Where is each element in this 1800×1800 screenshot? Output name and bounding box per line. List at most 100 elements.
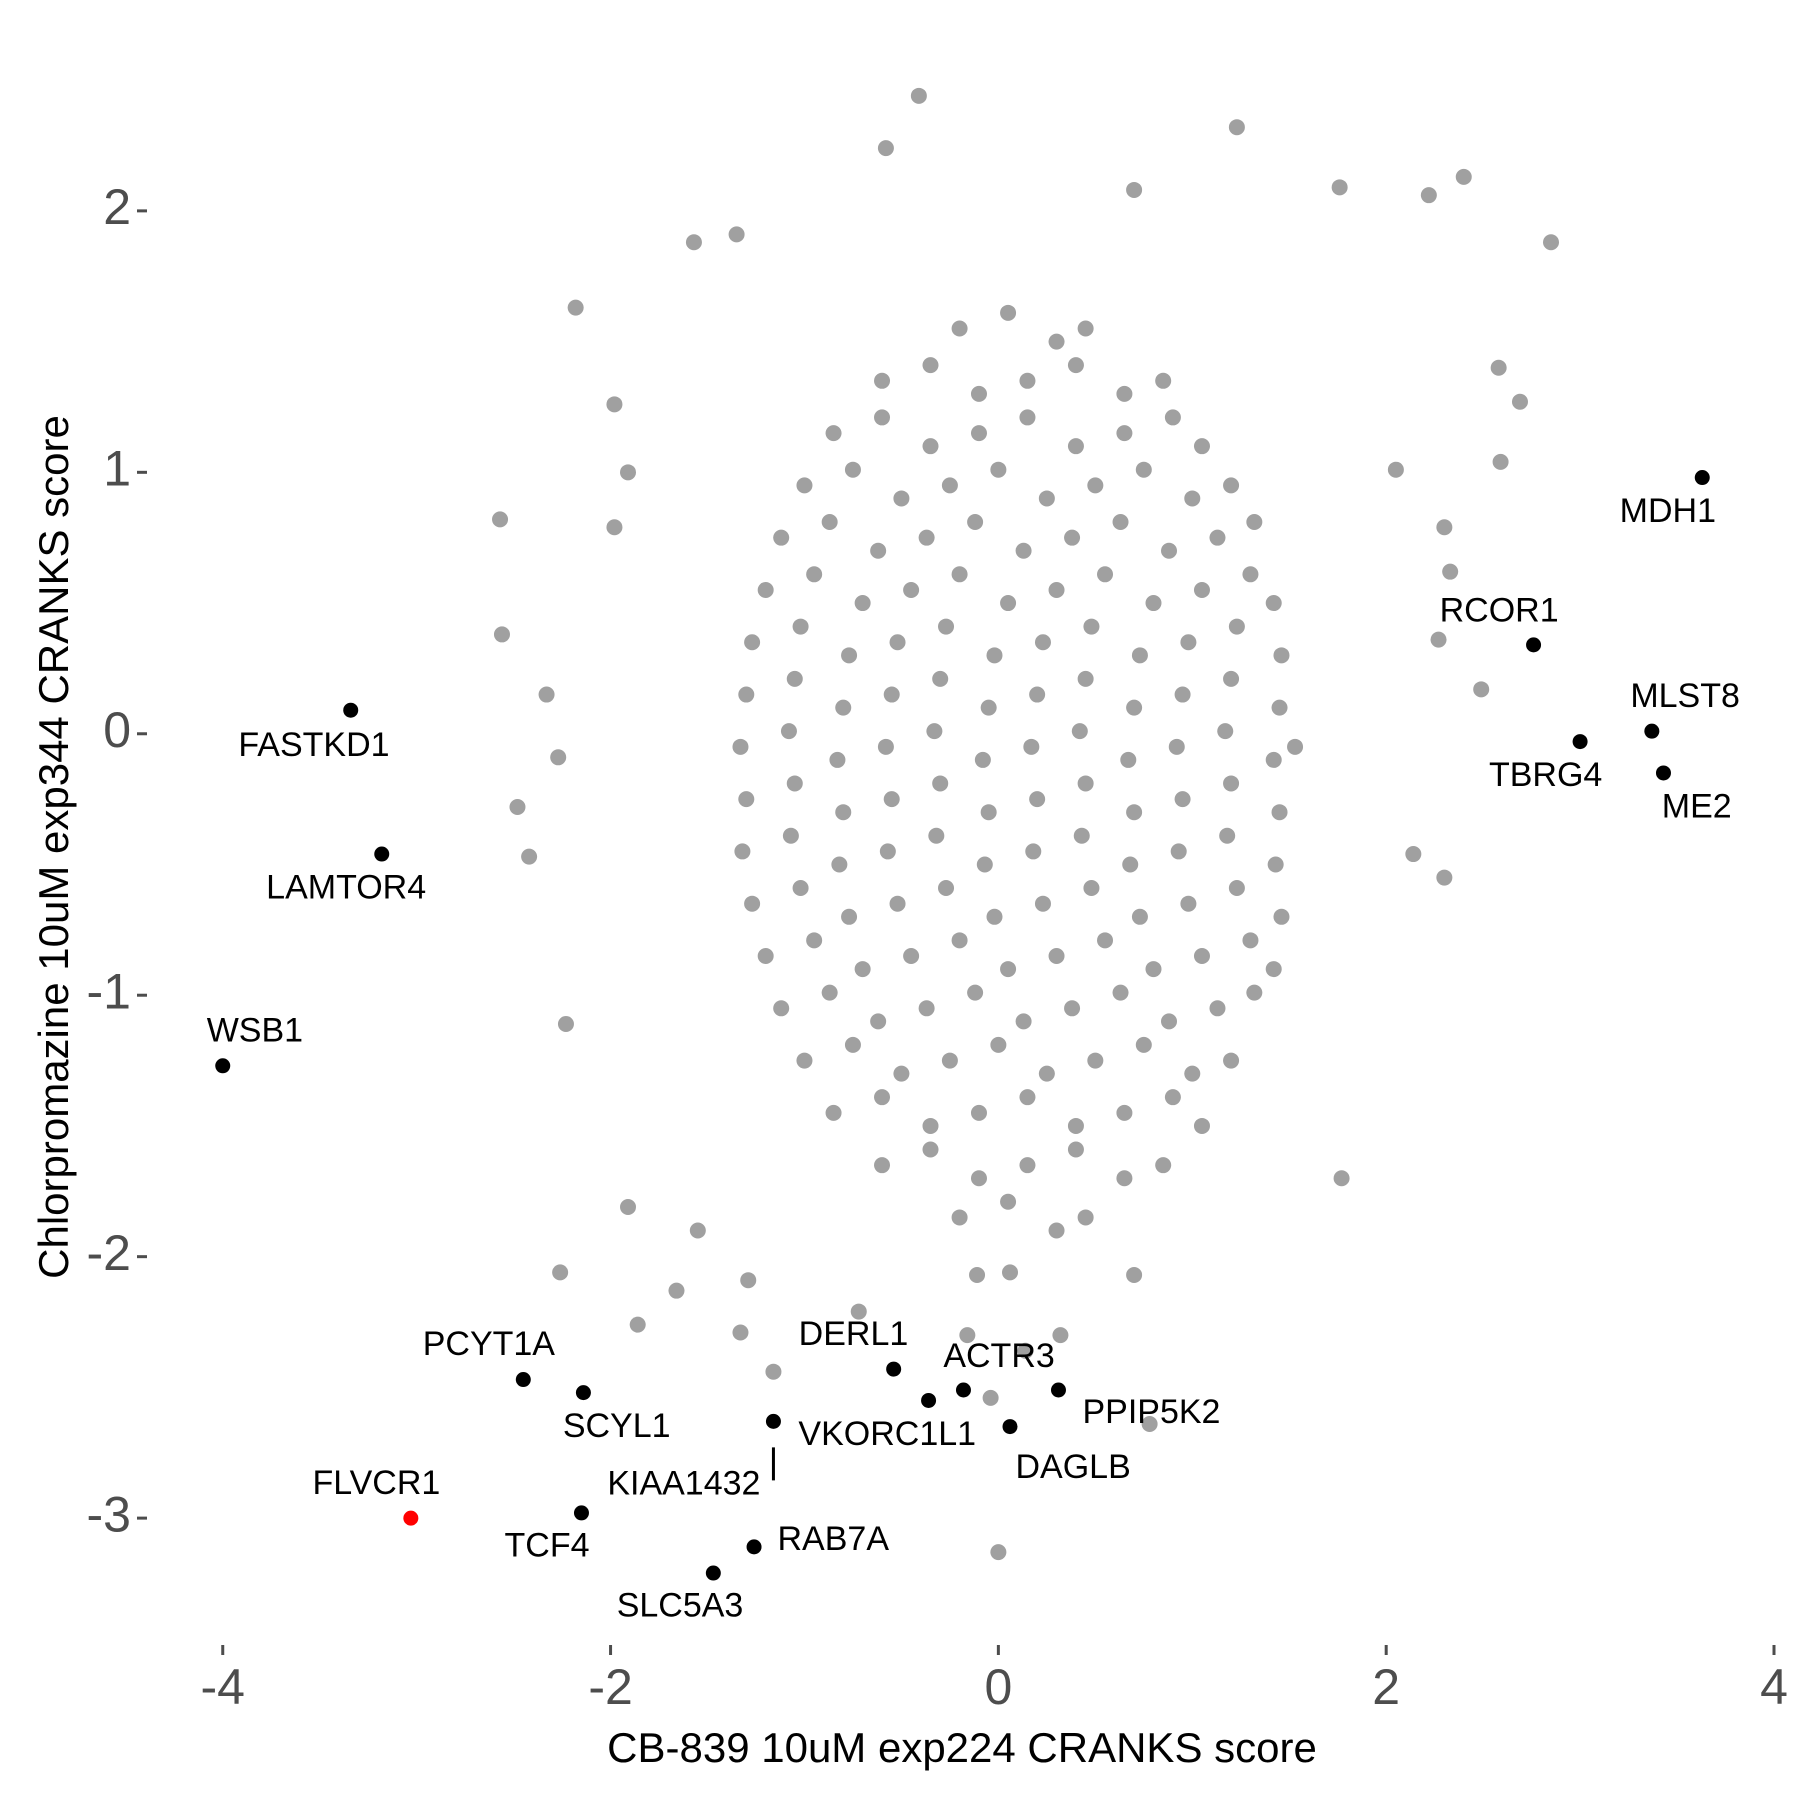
point bbox=[786, 670, 803, 687]
point bbox=[1015, 542, 1032, 559]
highlight-point bbox=[955, 1382, 971, 1398]
point bbox=[980, 699, 997, 716]
point bbox=[1067, 1117, 1084, 1134]
point-label: WSB1 bbox=[207, 1012, 303, 1050]
point bbox=[941, 1052, 958, 1069]
point bbox=[1002, 1264, 1019, 1281]
point bbox=[922, 1117, 939, 1134]
point bbox=[1048, 581, 1065, 598]
highlight-point bbox=[921, 1392, 937, 1408]
point bbox=[986, 647, 1003, 664]
point bbox=[1071, 723, 1088, 740]
point bbox=[1126, 699, 1143, 716]
point bbox=[1077, 775, 1094, 792]
y-tick-label: 1 bbox=[103, 441, 131, 497]
point bbox=[1184, 490, 1201, 507]
point bbox=[782, 827, 799, 844]
point bbox=[889, 895, 906, 912]
point bbox=[509, 798, 526, 815]
point bbox=[877, 140, 894, 157]
point bbox=[932, 670, 949, 687]
point bbox=[1287, 738, 1304, 755]
y-tick-label: 2 bbox=[103, 179, 131, 235]
point bbox=[1145, 595, 1162, 612]
point bbox=[870, 1013, 887, 1030]
point-label: ME2 bbox=[1662, 788, 1732, 826]
point bbox=[1000, 304, 1017, 321]
point bbox=[1164, 409, 1181, 426]
point bbox=[1267, 856, 1284, 873]
point bbox=[1067, 438, 1084, 455]
point bbox=[926, 723, 943, 740]
point bbox=[1331, 179, 1348, 196]
highlight-point bbox=[746, 1539, 762, 1555]
point bbox=[1048, 333, 1065, 350]
point bbox=[1490, 359, 1507, 376]
point bbox=[970, 1170, 987, 1187]
point bbox=[1019, 409, 1036, 426]
point bbox=[825, 425, 842, 442]
point bbox=[990, 1036, 1007, 1053]
point bbox=[806, 566, 823, 583]
point bbox=[567, 299, 584, 316]
point bbox=[1161, 1013, 1178, 1030]
point-label: FLVCR1 bbox=[312, 1464, 440, 1502]
y-tick-label: 0 bbox=[103, 702, 131, 758]
point-label: MDH1 bbox=[1620, 492, 1716, 530]
point bbox=[1000, 595, 1017, 612]
point-label: PPIP5K2 bbox=[1082, 1393, 1220, 1431]
point bbox=[874, 1089, 891, 1106]
point bbox=[792, 618, 809, 635]
point bbox=[821, 984, 838, 1001]
point bbox=[552, 1264, 569, 1281]
x-tick-label: -2 bbox=[588, 1659, 632, 1715]
point-label: VKORC1L1 bbox=[798, 1415, 976, 1453]
point bbox=[1083, 880, 1100, 897]
point bbox=[1120, 751, 1137, 768]
point bbox=[922, 357, 939, 374]
point bbox=[889, 634, 906, 651]
point bbox=[1405, 846, 1422, 863]
point bbox=[879, 843, 896, 860]
point bbox=[1209, 529, 1226, 546]
point bbox=[1038, 490, 1055, 507]
point bbox=[1000, 961, 1017, 978]
point bbox=[1223, 477, 1240, 494]
point bbox=[941, 477, 958, 494]
point bbox=[854, 961, 871, 978]
point bbox=[1038, 1065, 1055, 1082]
point-label: SLC5A3 bbox=[617, 1586, 744, 1624]
point bbox=[874, 409, 891, 426]
point bbox=[1473, 681, 1490, 698]
point bbox=[821, 513, 838, 530]
point-label: SCYL1 bbox=[563, 1407, 671, 1445]
highlight-point bbox=[215, 1058, 231, 1074]
point bbox=[967, 984, 984, 1001]
point-label: TCF4 bbox=[505, 1526, 590, 1564]
point bbox=[1052, 1327, 1069, 1344]
point bbox=[1145, 961, 1162, 978]
point bbox=[1155, 1157, 1172, 1174]
point bbox=[734, 843, 751, 860]
y-tick-label: -3 bbox=[87, 1486, 131, 1542]
point bbox=[982, 1389, 999, 1406]
point bbox=[1155, 372, 1172, 389]
point bbox=[928, 827, 945, 844]
point bbox=[1017, 1342, 1034, 1359]
point bbox=[835, 804, 852, 821]
point bbox=[1246, 513, 1263, 530]
point bbox=[1436, 519, 1453, 536]
point bbox=[932, 775, 949, 792]
point bbox=[1209, 1000, 1226, 1017]
point bbox=[976, 856, 993, 873]
point bbox=[841, 908, 858, 925]
point bbox=[1034, 634, 1051, 651]
highlight-point bbox=[374, 846, 390, 862]
point bbox=[1019, 1089, 1036, 1106]
x-axis-title: CB-839 10uM exp224 CRANKS score bbox=[607, 1724, 1317, 1771]
point bbox=[685, 234, 702, 251]
point bbox=[1126, 804, 1143, 821]
point bbox=[1184, 1065, 1201, 1082]
point bbox=[922, 1141, 939, 1158]
point bbox=[738, 791, 755, 808]
